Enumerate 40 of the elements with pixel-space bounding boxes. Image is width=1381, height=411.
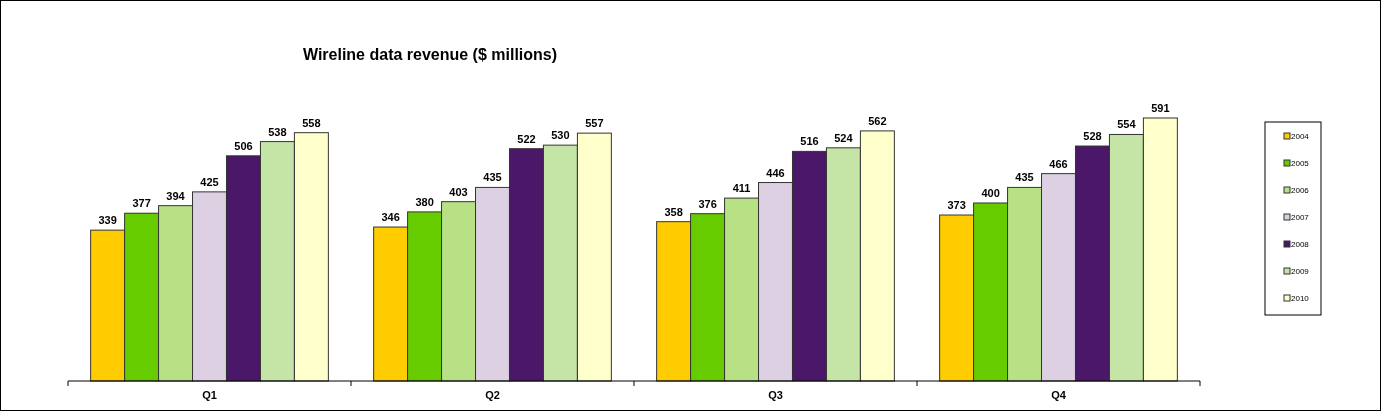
legend-label: 2004 — [1291, 132, 1310, 141]
data-label: 435 — [1015, 171, 1034, 184]
legend-label: 2006 — [1291, 186, 1310, 195]
data-label: 339 — [98, 214, 117, 227]
data-label: 466 — [1049, 157, 1068, 170]
legend-label: 2007 — [1291, 213, 1310, 222]
x-tick-label: Q2 — [485, 389, 500, 401]
data-label: 411 — [732, 182, 751, 195]
data-label: 446 — [766, 166, 785, 179]
data-label: 506 — [234, 139, 253, 152]
data-label: 528 — [1083, 130, 1102, 143]
legend-label: 2005 — [1291, 159, 1310, 168]
legend-label: 2009 — [1291, 267, 1310, 276]
data-label: 516 — [800, 135, 819, 148]
data-label: 394 — [166, 189, 186, 202]
x-tick-label: Q3 — [768, 389, 783, 401]
data-label: 346 — [381, 211, 400, 224]
data-label: 591 — [1151, 102, 1170, 114]
data-label: 554 — [1117, 118, 1137, 131]
data-label: 376 — [698, 197, 717, 210]
data-label: 435 — [483, 171, 502, 184]
data-label: 425 — [200, 175, 219, 188]
data-label: 557 — [585, 117, 604, 130]
data-label: 524 — [834, 131, 854, 144]
data-label: 530 — [551, 129, 570, 142]
chart-title: Wireline data revenue ($ millions) — [302, 46, 558, 63]
data-label: 380 — [415, 195, 434, 208]
data-label: 373 — [947, 199, 966, 212]
data-label: 538 — [268, 125, 287, 138]
data-label: 377 — [132, 197, 151, 210]
data-label: 558 — [302, 116, 321, 129]
data-label: 358 — [664, 205, 683, 218]
data-label: 522 — [517, 132, 536, 145]
data-label: 403 — [449, 185, 468, 198]
legend-label: 2010 — [1291, 294, 1310, 303]
data-label: 400 — [981, 187, 1000, 199]
legend-label: 2008 — [1291, 240, 1310, 249]
x-tick-label: Q1 — [202, 389, 217, 401]
data-label: 562 — [868, 114, 887, 127]
x-tick-label: Q4 — [1051, 389, 1067, 401]
